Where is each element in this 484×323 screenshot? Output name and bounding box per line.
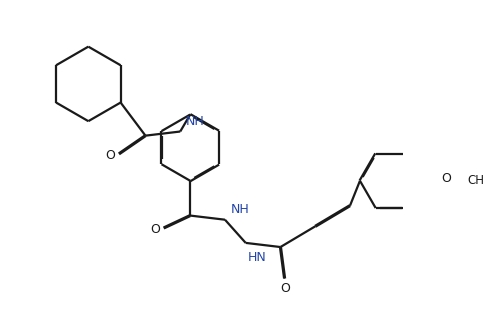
Text: NH: NH	[230, 203, 249, 216]
Text: CH₃: CH₃	[467, 174, 484, 187]
Text: O: O	[106, 149, 115, 162]
Text: O: O	[440, 172, 450, 185]
Text: NH: NH	[186, 115, 204, 128]
Text: HN: HN	[247, 251, 266, 264]
Text: O: O	[280, 282, 290, 295]
Text: O: O	[150, 223, 160, 236]
